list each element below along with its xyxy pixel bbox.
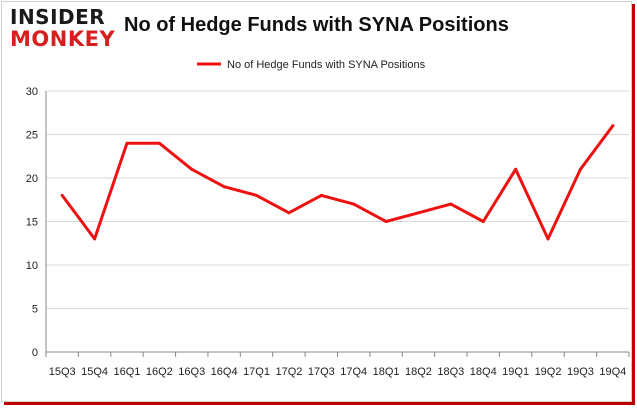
- insider-monkey-logo: INSIDER MONKEY: [10, 6, 118, 52]
- data-point: [93, 237, 97, 241]
- data-point: [611, 124, 615, 128]
- legend-label: No of Hedge Funds with SYNA Positions: [227, 59, 426, 71]
- data-point: [60, 193, 64, 197]
- x-tick-label: 18Q1: [373, 366, 400, 378]
- y-tick-label: 5: [32, 304, 38, 316]
- x-tick-label: 15Q4: [81, 366, 108, 378]
- x-tick-label: 18Q4: [470, 366, 497, 378]
- data-point: [546, 237, 550, 241]
- data-point: [352, 202, 356, 206]
- data-point: [125, 141, 129, 145]
- data-point: [255, 193, 259, 197]
- x-tick-label: 18Q2: [405, 366, 432, 378]
- y-tick-label: 30: [26, 86, 38, 98]
- logo-bottom-text: MONKEY: [10, 27, 116, 51]
- data-point: [578, 167, 582, 171]
- data-point: [416, 211, 420, 215]
- x-tick-label: 19Q3: [567, 366, 594, 378]
- data-point: [287, 211, 291, 215]
- y-tick-label: 10: [26, 260, 38, 272]
- data-point: [481, 220, 485, 223]
- y-tick-label: 0: [32, 347, 38, 359]
- series-line: [60, 124, 615, 241]
- x-tick-label: 19Q2: [535, 366, 562, 378]
- y-tick-label: 15: [26, 217, 38, 229]
- x-tick-label: 19Q4: [599, 366, 626, 378]
- data-point: [384, 220, 388, 223]
- x-tick-label: 17Q2: [275, 366, 302, 378]
- chart-title: No of Hedge Funds with SYNA Positions: [124, 14, 509, 36]
- x-tick-label: 18Q3: [437, 366, 464, 378]
- data-point: [514, 167, 518, 171]
- x-tick-label: 17Q3: [308, 366, 335, 378]
- data-point: [449, 202, 453, 206]
- x-tick-label: 16Q4: [211, 366, 238, 378]
- data-point: [157, 141, 161, 145]
- y-tick-label: 20: [26, 173, 38, 185]
- data-point: [319, 193, 323, 197]
- y-tick-label: 25: [26, 130, 38, 142]
- x-tick-label: 16Q3: [178, 366, 205, 378]
- logo-top-text: INSIDER: [10, 5, 106, 29]
- data-point: [190, 167, 194, 171]
- x-tick-label: 15Q3: [49, 366, 76, 378]
- x-tick-label: 16Q2: [146, 366, 173, 378]
- x-tick-label: 19Q1: [502, 366, 529, 378]
- x-tick-label: 17Q1: [243, 366, 270, 378]
- x-tick-label: 17Q4: [340, 366, 367, 378]
- data-point: [222, 185, 226, 189]
- x-tick-label: 16Q1: [114, 366, 141, 378]
